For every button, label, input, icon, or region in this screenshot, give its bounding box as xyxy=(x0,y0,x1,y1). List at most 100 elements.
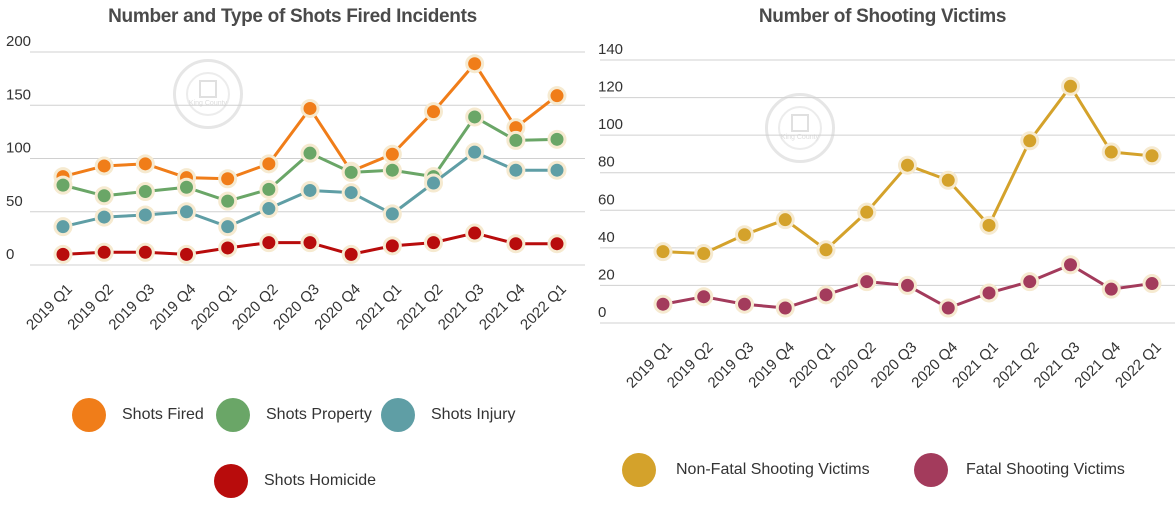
legend-item-shots-homicide: Shots Homicide xyxy=(214,464,376,498)
legend-swatch-fatal xyxy=(914,453,948,487)
y-tick-label: 140 xyxy=(598,41,623,58)
data-point-fatal-shooting-victims xyxy=(1020,272,1040,292)
data-point-non-fatal-shooting-victims xyxy=(857,202,877,222)
data-point-fatal-shooting-victims xyxy=(938,298,958,318)
data-point-shots-homicide xyxy=(135,242,155,262)
data-point-fatal-shooting-victims xyxy=(857,272,877,292)
data-point-fatal-shooting-victims xyxy=(898,275,917,295)
legend-label: Non-Fatal Shooting Victims xyxy=(676,461,870,478)
data-point-shots-property xyxy=(465,107,485,127)
data-point-non-fatal-shooting-victims xyxy=(1020,131,1040,151)
legend-label: Shots Homicide xyxy=(264,472,377,489)
data-point-shots-homicide xyxy=(506,234,526,254)
data-point-shots-fired xyxy=(547,86,567,106)
data-point-shots-property xyxy=(259,179,279,199)
y-tick-label: 60 xyxy=(598,191,615,208)
legend-item-shots-property: Shots Property xyxy=(216,398,372,432)
data-point-shots-injury xyxy=(465,142,485,162)
data-point-shots-injury xyxy=(341,183,361,203)
legend-item-fatal-victims: Fatal Shooting Victims xyxy=(914,453,1125,487)
data-point-non-fatal-shooting-victims xyxy=(898,155,917,175)
data-point-shots-homicide xyxy=(259,233,279,253)
data-point-shots-property xyxy=(547,129,567,149)
data-point-shots-property xyxy=(135,182,155,202)
legend-item-shots-fired: Shots Fired xyxy=(72,398,204,432)
data-point-shots-injury xyxy=(94,207,114,227)
x-tick-label: 2022 Q1 xyxy=(1112,339,1165,392)
data-point-shots-injury xyxy=(424,173,443,193)
shooting-victims-chart-panel: Number of Shooting Victims King County 0… xyxy=(590,0,1175,508)
data-point-shots-injury xyxy=(300,180,320,200)
y-tick-label: 150 xyxy=(6,86,31,103)
y-tick-label: 100 xyxy=(598,116,623,133)
legend-label: Fatal Shooting Victims xyxy=(966,461,1125,478)
seal-text: King County xyxy=(188,100,228,108)
legend-label: Shots Injury xyxy=(431,406,516,423)
series-shots-property xyxy=(53,107,567,211)
data-point-non-fatal-shooting-victims xyxy=(938,170,958,190)
legend-swatch-non-fatal xyxy=(622,453,656,487)
data-point-shots-property xyxy=(382,160,402,180)
seal-inner-ring: King County xyxy=(185,71,231,117)
data-point-shots-injury xyxy=(135,205,155,225)
data-point-shots-fired xyxy=(300,98,320,118)
seal-text: King County xyxy=(780,134,820,142)
series-fatal-shooting-victims xyxy=(653,255,1162,318)
data-point-non-fatal-shooting-victims xyxy=(816,240,836,260)
data-point-non-fatal-shooting-victims xyxy=(653,242,673,262)
data-point-fatal-shooting-victims xyxy=(816,285,836,305)
seal-logo-icon xyxy=(790,114,809,133)
series-shots-injury xyxy=(53,142,567,237)
shots-fired-chart-panel: Number and Type of Shots Fired Incidents… xyxy=(0,0,585,508)
data-point-shots-injury xyxy=(259,199,279,219)
data-point-shots-property xyxy=(341,162,361,182)
data-point-shots-fired xyxy=(382,144,402,164)
y-tick-label: 0 xyxy=(598,304,606,321)
y-tick-label: 0 xyxy=(6,246,14,263)
data-point-shots-property xyxy=(94,186,114,206)
data-point-fatal-shooting-victims xyxy=(735,294,754,314)
legend-swatch-shots-fired xyxy=(72,398,106,432)
king-county-seal-watermark: King County xyxy=(173,59,243,129)
data-point-shots-injury xyxy=(547,160,567,180)
data-point-shots-homicide xyxy=(341,244,361,264)
data-point-non-fatal-shooting-victims xyxy=(979,215,999,235)
data-point-shots-property xyxy=(53,175,73,195)
data-point-shots-property xyxy=(218,191,238,211)
data-point-shots-fired xyxy=(259,154,279,174)
seal-inner-ring: King County xyxy=(777,105,823,151)
data-point-fatal-shooting-victims xyxy=(775,298,795,318)
seal-logo-icon xyxy=(198,80,217,99)
data-point-shots-injury xyxy=(218,217,238,237)
legend-swatch-shots-injury xyxy=(381,398,415,432)
data-point-shots-fired xyxy=(218,169,238,189)
data-point-shots-homicide xyxy=(94,242,114,262)
series-shots-homicide xyxy=(53,223,567,264)
data-point-non-fatal-shooting-victims xyxy=(735,225,754,245)
legend-label: Shots Fired xyxy=(122,406,204,423)
y-tick-label: 80 xyxy=(598,154,615,171)
y-tick-label: 40 xyxy=(598,229,615,246)
data-point-shots-injury xyxy=(382,204,402,224)
data-point-fatal-shooting-victims xyxy=(653,294,673,314)
data-point-fatal-shooting-victims xyxy=(1101,279,1121,299)
data-point-shots-property xyxy=(300,143,320,163)
data-point-shots-homicide xyxy=(424,233,443,253)
data-point-non-fatal-shooting-victims xyxy=(775,210,795,230)
y-tick-label: 100 xyxy=(6,140,31,157)
data-point-fatal-shooting-victims xyxy=(694,287,714,307)
data-point-shots-injury xyxy=(506,160,526,180)
legend-swatch-shots-homicide xyxy=(214,464,248,498)
legend-swatch-shots-property xyxy=(216,398,250,432)
data-point-shots-fired xyxy=(94,156,114,176)
data-point-shots-injury xyxy=(177,202,196,222)
y-tick-label: 20 xyxy=(598,266,615,283)
y-tick-label: 120 xyxy=(598,79,623,96)
data-point-fatal-shooting-victims xyxy=(979,283,999,303)
legend-label: Shots Property xyxy=(266,406,372,423)
data-point-shots-fired xyxy=(465,54,485,74)
gridlines xyxy=(600,59,1175,324)
data-point-non-fatal-shooting-victims xyxy=(1061,76,1080,96)
